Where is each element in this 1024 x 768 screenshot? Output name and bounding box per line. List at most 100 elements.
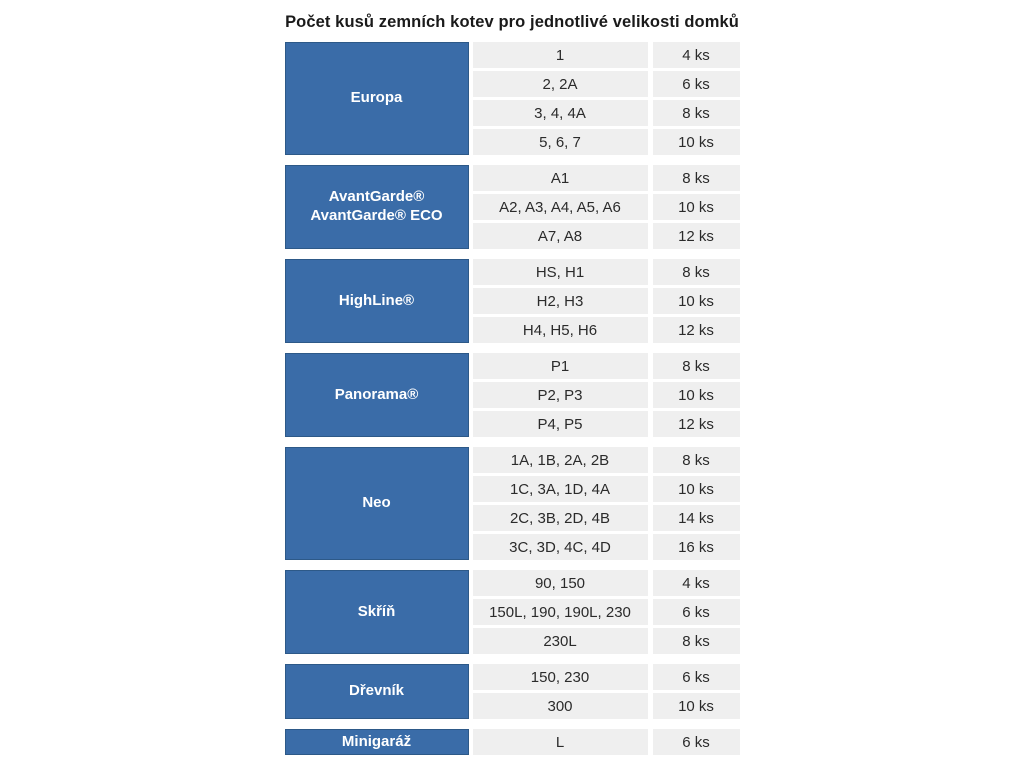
- table-row: A2, A3, A4, A5, A6 10 ks: [472, 194, 740, 220]
- quantity-cell: 8 ks: [652, 447, 740, 473]
- group-label-text: Skříň: [357, 602, 396, 620]
- group-rows: HS, H1 8 ks H2, H3 10 ks H4, H5, H6 12 ks: [472, 259, 740, 343]
- table-group: Neo 1A, 1B, 2A, 2B 8 ks 1C, 3A, 1D, 4A 10 ks…: [284, 447, 740, 560]
- table-row: A7, A8 12 ks: [472, 223, 740, 249]
- table-row: 230L 8 ks: [472, 628, 740, 654]
- group-label-text: AvantGarde®: [328, 188, 425, 206]
- table-row: 300 10 ks: [472, 693, 740, 719]
- table-group: HighLine® HS, H1 8 ks H2, H3 10 ks H4, H5, H6…: [284, 259, 740, 343]
- group-rows: 1A, 1B, 2A, 2B 8 ks 1C, 3A, 1D, 4A 10 ks 2C,…: [472, 447, 740, 560]
- table-group: Minigaráž L 6 ks: [284, 729, 740, 755]
- quantity-cell: 4 ks: [652, 570, 740, 596]
- quantity-cell: 10 ks: [652, 476, 740, 502]
- model-cell: 1C, 3A, 1D, 4A: [472, 476, 648, 502]
- model-cell: 230L: [472, 628, 648, 654]
- quantity-cell: 8 ks: [652, 165, 740, 191]
- quantity-cell: 10 ks: [652, 288, 740, 314]
- group-label-text: Dřevník: [348, 682, 405, 700]
- group-rows: 90, 150 4 ks 150L, 190, 190L, 230 6 ks 230L 8…: [472, 570, 740, 654]
- table-row: 1A, 1B, 2A, 2B 8 ks: [472, 447, 740, 473]
- quantity-cell: 10 ks: [652, 129, 740, 155]
- model-cell: 150L, 190, 190L, 230: [472, 599, 648, 625]
- table-row: 3, 4, 4A 8 ks: [472, 100, 740, 126]
- group-rows: A1 8 ks A2, A3, A4, A5, A6 10 ks A7, A8 12 ks: [472, 165, 740, 249]
- model-cell: A7, A8: [472, 223, 648, 249]
- quantity-cell: 10 ks: [652, 194, 740, 220]
- model-cell: A1: [472, 165, 648, 191]
- group-label-text: Neo: [362, 494, 391, 512]
- model-cell: HS, H1: [472, 259, 648, 285]
- quantity-cell: 12 ks: [652, 317, 740, 343]
- quantity-cell: 8 ks: [652, 100, 740, 126]
- model-cell: 300: [472, 693, 648, 719]
- model-cell: 150, 230: [472, 664, 648, 690]
- quantity-cell: 16 ks: [652, 534, 740, 560]
- group-label-cell: HighLine®: [284, 259, 469, 343]
- quantity-cell: 12 ks: [652, 223, 740, 249]
- table-group: AvantGarde® AvantGarde® ECO A1 8 ks A2, A3, …: [284, 165, 740, 249]
- table-row: H4, H5, H6 12 ks: [472, 317, 740, 343]
- quantity-cell: 6 ks: [652, 664, 740, 690]
- table-row: 2C, 3B, 2D, 4B 14 ks: [472, 505, 740, 531]
- model-cell: A2, A3, A4, A5, A6: [472, 194, 648, 220]
- table-row: A1 8 ks: [472, 165, 740, 191]
- group-label-cell: Skříň: [284, 570, 469, 654]
- table-row: 150, 230 6 ks: [472, 664, 740, 690]
- model-cell: 90, 150: [472, 570, 648, 596]
- group-label-cell: AvantGarde® AvantGarde® ECO: [284, 165, 469, 249]
- group-label-cell: Panorama®: [284, 353, 469, 437]
- table-row: H2, H3 10 ks: [472, 288, 740, 314]
- group-label-text: AvantGarde® ECO: [310, 207, 443, 224]
- group-label-text: Europa: [350, 89, 403, 107]
- model-cell: 2C, 3B, 2D, 4B: [472, 505, 648, 531]
- model-cell: P1: [472, 353, 648, 379]
- quantity-cell: 10 ks: [652, 693, 740, 719]
- model-cell: P4, P5: [472, 411, 648, 437]
- page-title: Počet kusů zemních kotev pro jednotlivé …: [285, 13, 739, 31]
- group-label-text: Panorama®: [334, 385, 419, 403]
- quantity-cell: 10 ks: [652, 382, 740, 408]
- quantity-cell: 8 ks: [652, 353, 740, 379]
- quantity-cell: 12 ks: [652, 411, 740, 437]
- quantity-cell: 6 ks: [652, 599, 740, 625]
- model-cell: 2, 2A: [472, 71, 648, 97]
- group-rows: 150, 230 6 ks 300 10 ks: [472, 664, 740, 719]
- group-label-cell: Europa: [284, 42, 469, 155]
- quantity-cell: 14 ks: [652, 505, 740, 531]
- model-cell: H2, H3: [472, 288, 648, 314]
- table-row: 90, 150 4 ks: [472, 570, 740, 596]
- model-cell: P2, P3: [472, 382, 648, 408]
- group-label-text: Minigaráž: [341, 732, 412, 750]
- model-cell: L: [472, 729, 648, 755]
- group-label-text: HighLine®: [338, 291, 415, 309]
- table-group: Dřevník 150, 230 6 ks 300 10 ks: [284, 664, 740, 719]
- table-row: P2, P3 10 ks: [472, 382, 740, 408]
- model-cell: 3, 4, 4A: [472, 100, 648, 126]
- table-row: 3C, 3D, 4C, 4D 16 ks: [472, 534, 740, 560]
- quantity-cell: 4 ks: [652, 42, 740, 68]
- table-row: P1 8 ks: [472, 353, 740, 379]
- model-cell: 1: [472, 42, 648, 68]
- quantity-cell: 6 ks: [652, 729, 740, 755]
- model-cell: 1A, 1B, 2A, 2B: [472, 447, 648, 473]
- group-label-cell: Neo: [284, 447, 469, 560]
- table-row: 2, 2A 6 ks: [472, 71, 740, 97]
- model-cell: 3C, 3D, 4C, 4D: [472, 534, 648, 560]
- group-rows: P1 8 ks P2, P3 10 ks P4, P5 12 ks: [472, 353, 740, 437]
- table-row: 5, 6, 7 10 ks: [472, 129, 740, 155]
- model-cell: H4, H5, H6: [472, 317, 648, 343]
- table-row: 1C, 3A, 1D, 4A 10 ks: [472, 476, 740, 502]
- group-label-cell: Minigaráž: [284, 729, 469, 755]
- table-row: P4, P5 12 ks: [472, 411, 740, 437]
- table-group: Skříň 90, 150 4 ks 150L, 190, 190L, 230 6 ks…: [284, 570, 740, 654]
- quantity-cell: 8 ks: [652, 259, 740, 285]
- table-row: HS, H1 8 ks: [472, 259, 740, 285]
- group-label-cell: Dřevník: [284, 664, 469, 719]
